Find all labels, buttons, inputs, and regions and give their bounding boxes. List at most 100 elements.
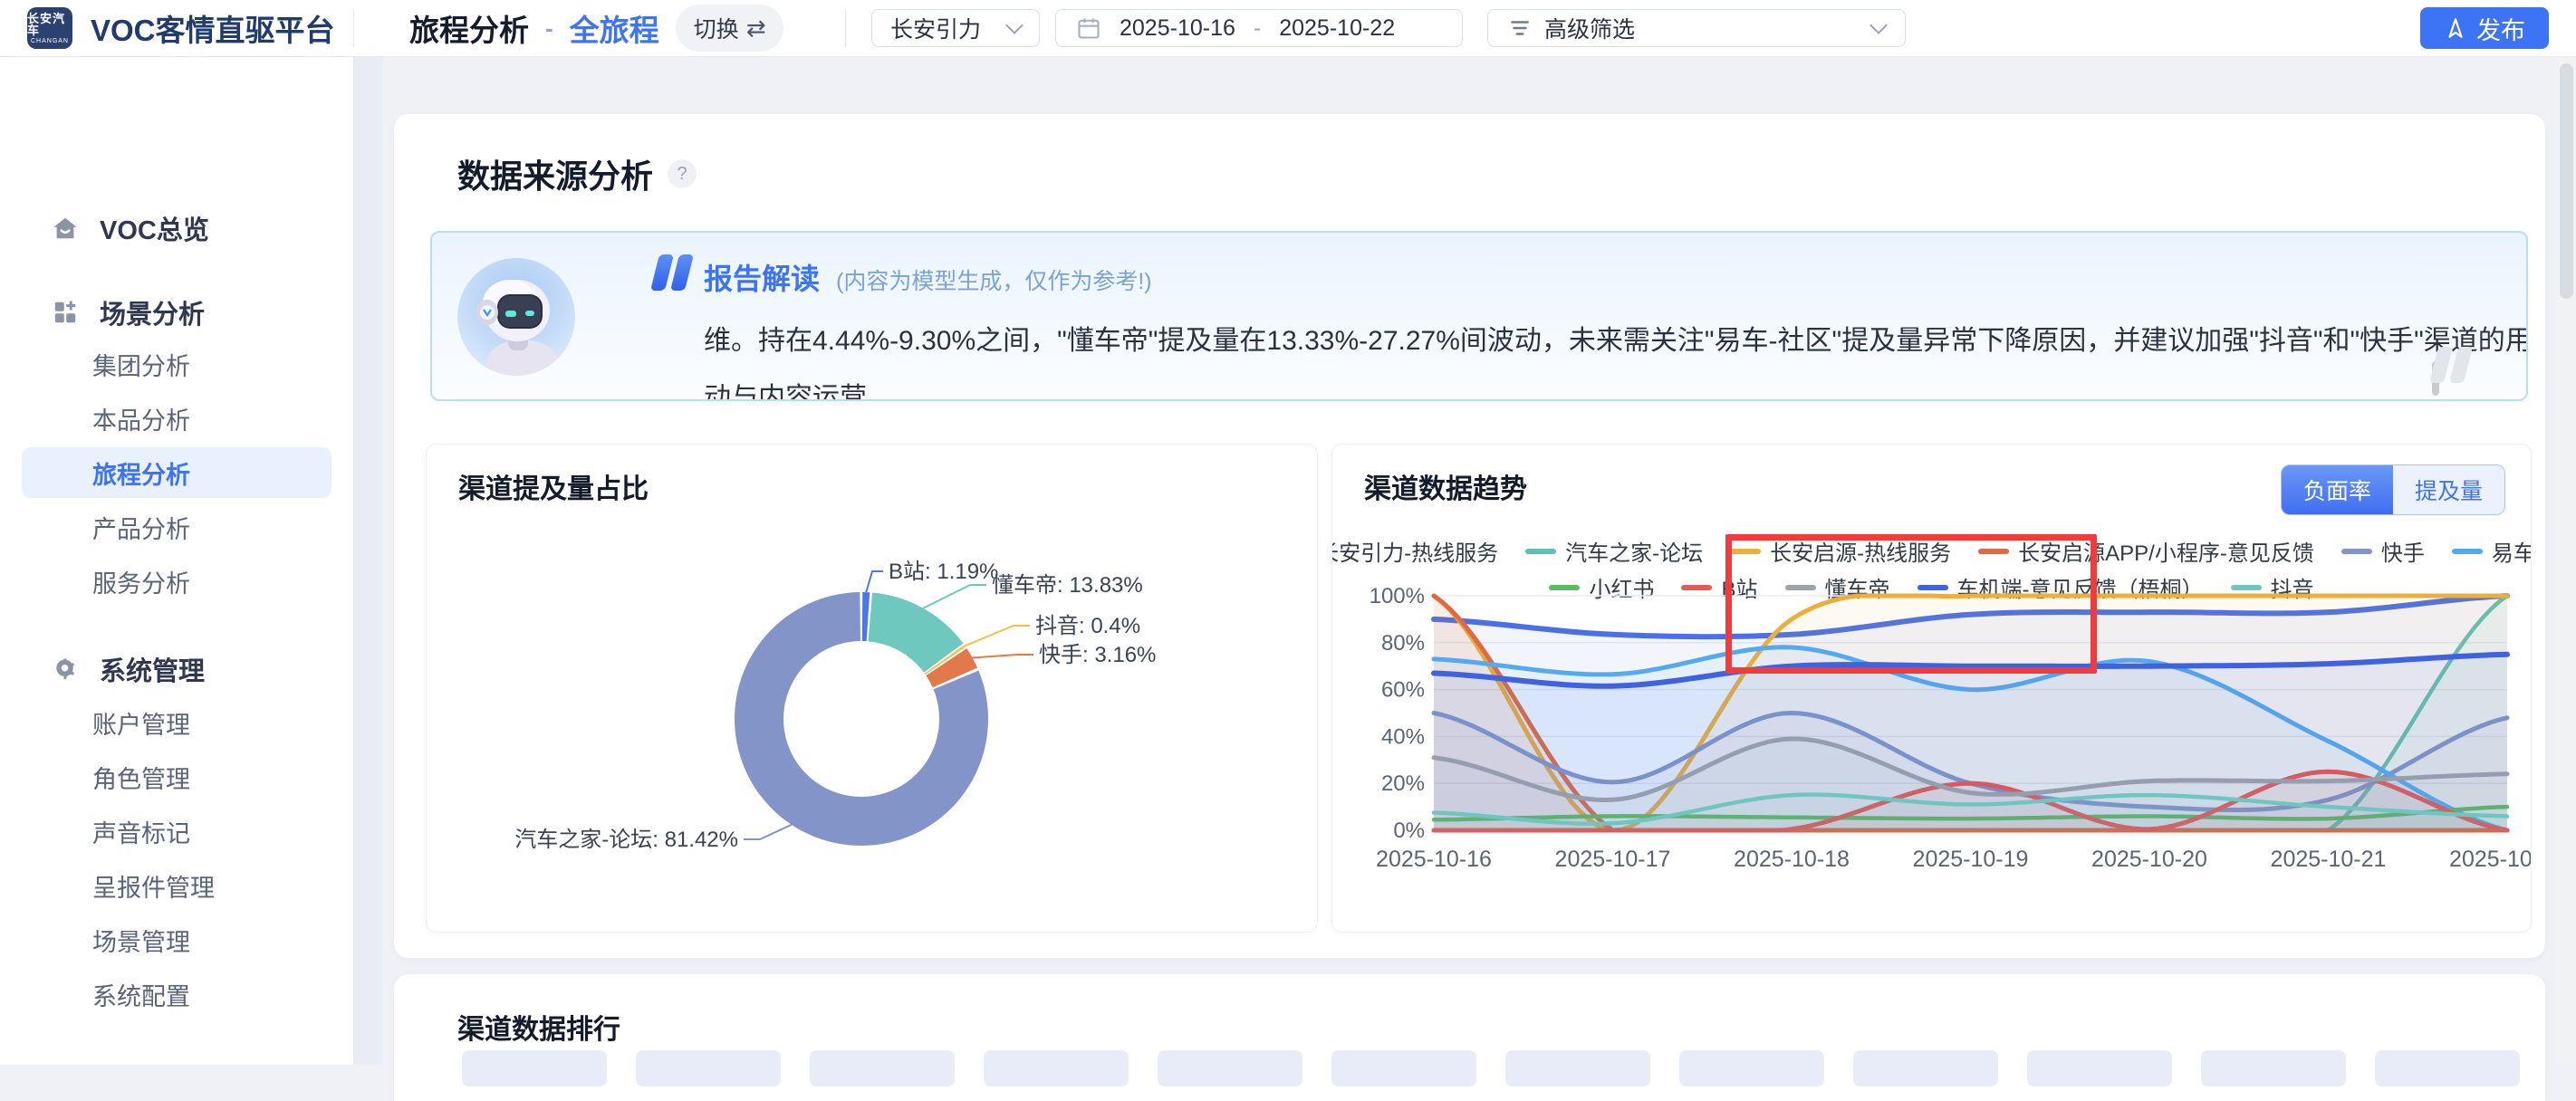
advanced-filter-select[interactable]: 高级筛选 [1487,9,1906,47]
legend-item-长安引力-热线服务[interactable]: 长安引力-热线服务 [1331,535,1499,567]
legend-label: 长安引力-热线服务 [1331,541,1499,566]
data-source-analysis-card: 数据来源分析 ? 报告解读 (内容为模型生成，仅作为参考!) 维 [394,114,2545,958]
date-dash: - [1253,14,1262,41]
scrollbar-thumb[interactable] [2560,63,2573,299]
sidebar-item-产品分析[interactable]: 产品分析 [92,515,190,543]
sidebar-item-声音标记[interactable]: 声音标记 [92,819,190,847]
legend-item-长安启源APP/小程序-意见反馈[interactable]: 长安启源APP/小程序-意见反馈 [1978,535,2314,567]
legend-item-汽车之家-论坛[interactable]: 汽车之家-论坛 [1525,535,1703,567]
date-range-picker[interactable]: 2025-10-16 - 2025-10-22 [1055,9,1463,47]
date-end[interactable]: 2025-10-22 [1279,14,1396,41]
x-axis-tick: 2025-10-20 [2091,847,2207,872]
home-icon [51,214,80,243]
toggle-negative-rate[interactable]: 负面率 [2281,465,2393,514]
rank-tab-5[interactable] [1331,1050,1476,1087]
channel-mention-share-donut[interactable]: B站: 1.19%懂车帝: 13.83% 抖音: 0.4% 快手: 3.16% 汽车之… [427,445,1318,933]
rank-tab-6[interactable] [1505,1050,1650,1087]
series-area-B站 [1434,771,2507,830]
series-line-易车-社区[interactable] [1431,645,2510,833]
series-area-长安启源APP/小程序-意见反馈 [1434,596,2507,830]
sidebar-item-系统配置[interactable]: 系统配置 [92,982,190,1010]
publish-label: 发布 [2476,16,2525,44]
donut-slice-快手[interactable] [926,648,978,688]
sidebar-group-label: 场景分析 [100,301,206,330]
page-scrollbar[interactable] [2556,56,2576,1065]
series-line-懂车帝[interactable] [1431,736,2510,802]
rank-tab-4[interactable] [1158,1050,1302,1087]
sidebar-gutter [354,56,382,1065]
rank-tab-10[interactable] [2201,1050,2346,1087]
chevron-down-icon [1005,16,1024,34]
chevron-down-icon [1870,16,1888,34]
legend-swatch [1549,584,1581,590]
rank-tab-11[interactable] [2375,1050,2520,1087]
legend-label: 易车-社区 [2491,541,2532,566]
brand-select-value: 长安引力 [890,17,982,43]
y-axis-tick: 0% [1393,819,1425,843]
help-icon[interactable]: ? [668,159,697,188]
sidebar-item-服务分析[interactable]: 服务分析 [92,570,190,598]
sidebar-item-场景管理[interactable]: 场景管理 [92,928,190,956]
channel-trend-line-chart[interactable]: 0% 20% 40% 60% 80% 100% 2025-10-16 2025-10-17 20… [1332,445,2532,933]
scene-icon [51,298,80,327]
sidebar-item-旅程分析[interactable]: 旅程分析 [22,447,332,498]
journey-scope-link[interactable]: 全旅程 [569,14,659,47]
report-disclaimer: (内容为模型生成，仅作为参考!) [836,269,1152,294]
sidebar-item-角色管理[interactable]: 角色管理 [92,765,190,793]
rank-tab-row [462,1050,2520,1087]
rank-tab-8[interactable] [1853,1050,1998,1087]
sidebar-item-账户管理[interactable]: 账户管理 [92,711,190,739]
sidebar-group-2[interactable]: 系统管理 [0,646,353,692]
title-separator: - [545,14,553,42]
series-line-抖音[interactable] [1431,792,2510,826]
sidebar-group-1[interactable]: 场景分析 [0,290,353,335]
series-line-长安引力-热线服务[interactable] [1431,593,2510,640]
donut-slice-汽车之家-论坛[interactable] [735,592,988,846]
rank-tab-2[interactable] [810,1050,955,1087]
donut-label-line [972,654,1033,659]
x-axis-tick: 2025-10-17 [1555,847,1671,872]
legend-label: 汽车之家-论坛 [1565,541,1704,566]
report-interpretation-banner: 报告解读 (内容为模型生成，仅作为参考!) 维。持在4.44%-9.30%之间，… [430,231,2528,401]
sidebar-nav: VOC总览场景分析集团分析本品分析旅程分析产品分析服务分析系统管理账户管理角色管… [0,56,354,1065]
rank-tab-9[interactable] [2027,1050,2172,1087]
donut-slice-B站[interactable] [861,592,870,642]
x-axis-tick: 2025-10-19 [1913,847,2029,872]
sidebar-item-呈报件管理[interactable]: 呈报件管理 [92,874,215,902]
section-title-row: 数据来源分析 ? [457,150,697,197]
publish-button[interactable]: 发布 [2420,7,2549,49]
donut-card-title: 渠道提及量占比 [458,474,649,504]
donut-label: 抖音: 0.4% [1035,614,1140,638]
legend-swatch [2230,584,2262,590]
sidebar-group-0[interactable]: VOC总览 [0,206,353,251]
series-line-B站[interactable] [1431,769,2510,833]
series-line-小红书[interactable] [1431,804,2510,822]
trend-metric-toggle: 负面率 提及量 [2280,464,2505,515]
rank-tab-0[interactable] [462,1050,607,1087]
trend-legend-row-1: 长安引力-热线服务 汽车之家-论坛 长安启源-热线服务 长安启源APP/小程序-意见反… [1332,535,2531,567]
rank-tab-1[interactable] [636,1050,781,1087]
legend-item-小红书[interactable]: 小红书 [1549,571,1654,603]
sidebar-item-集团分析[interactable]: 集团分析 [92,352,190,380]
donut-slice-懂车帝[interactable] [868,592,964,673]
logo-text-en: CHANGAN [30,37,69,44]
legend-label: 长安启源-热线服务 [1770,541,1952,566]
brand-select[interactable]: 长安引力 [871,9,1040,47]
legend-swatch [1730,548,1762,554]
rank-tab-3[interactable] [984,1050,1129,1087]
sidebar-item-本品分析[interactable]: 本品分析 [92,407,190,435]
toggle-mention-volume[interactable]: 提及量 [2392,465,2504,514]
switch-button[interactable]: 切换 ⇄ [675,5,784,52]
x-axis-tick: 2025-10-22 [2449,847,2532,872]
legend-swatch [1525,548,1557,554]
legend-item-易车-社区[interactable]: 易车-社区 [2451,535,2532,567]
report-text: 维。持在4.44%-9.30%之间，"懂车帝"提及量在13.33%-27.27%… [704,326,2528,401]
series-line-车机端-意见反馈（梧桐）[interactable] [1431,651,2510,689]
date-start[interactable]: 2025-10-16 [1120,14,1235,41]
legend-item-快手[interactable]: 快手 [2341,535,2425,567]
donut-slice-抖音[interactable] [924,645,966,675]
legend-item-长安启源-热线服务[interactable]: 长安启源-热线服务 [1730,535,1951,567]
rank-tab-7[interactable] [1679,1050,1824,1087]
top-header: 长安汽车 CHANGAN VOC客情直驱平台 旅程分析 - 全旅程 切换 ⇄ 长… [0,0,2576,57]
donut-label-line [922,584,986,609]
